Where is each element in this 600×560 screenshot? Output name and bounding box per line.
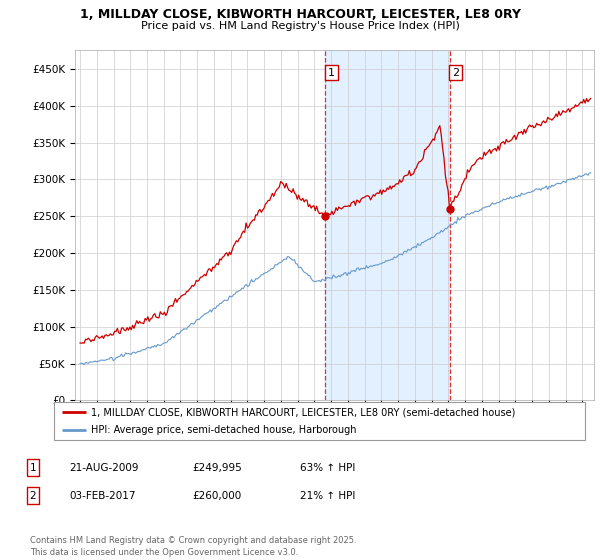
FancyBboxPatch shape (54, 402, 585, 440)
Text: HPI: Average price, semi-detached house, Harborough: HPI: Average price, semi-detached house,… (91, 425, 356, 435)
Text: 1, MILLDAY CLOSE, KIBWORTH HARCOURT, LEICESTER, LE8 0RY (semi-detached house): 1, MILLDAY CLOSE, KIBWORTH HARCOURT, LEI… (91, 407, 515, 417)
Text: 2: 2 (29, 491, 37, 501)
Text: £249,995: £249,995 (192, 463, 242, 473)
Text: 1: 1 (29, 463, 37, 473)
Text: £260,000: £260,000 (192, 491, 241, 501)
Text: 1, MILLDAY CLOSE, KIBWORTH HARCOURT, LEICESTER, LE8 0RY: 1, MILLDAY CLOSE, KIBWORTH HARCOURT, LEI… (79, 8, 521, 21)
Text: 03-FEB-2017: 03-FEB-2017 (69, 491, 136, 501)
Text: Price paid vs. HM Land Registry's House Price Index (HPI): Price paid vs. HM Land Registry's House … (140, 21, 460, 31)
Text: 63% ↑ HPI: 63% ↑ HPI (300, 463, 355, 473)
Text: 21% ↑ HPI: 21% ↑ HPI (300, 491, 355, 501)
Text: 21-AUG-2009: 21-AUG-2009 (69, 463, 139, 473)
Bar (325, 50, 449, 400)
Text: 2: 2 (452, 68, 460, 77)
Text: Contains HM Land Registry data © Crown copyright and database right 2025.
This d: Contains HM Land Registry data © Crown c… (30, 536, 356, 557)
Text: 1: 1 (328, 68, 335, 77)
